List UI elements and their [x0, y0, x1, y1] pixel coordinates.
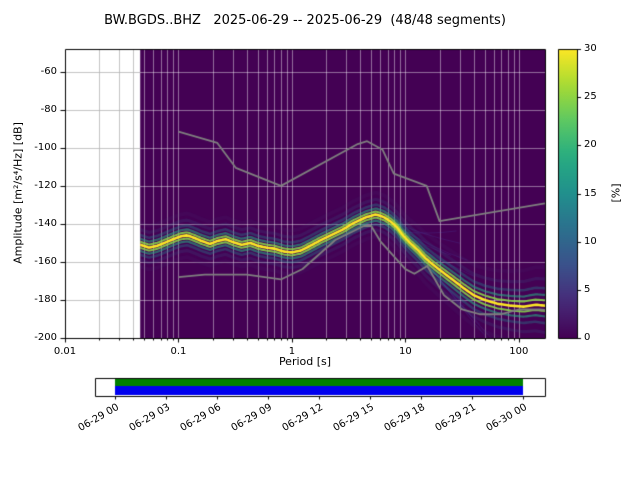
x-tick-label: 0.1 [170, 346, 187, 357]
colorbar-tick-label: 0 [584, 332, 591, 343]
y-tick-label: -60 [40, 65, 57, 77]
chart-title: BW.BGDS..BHZ 2025-06-29 -- 2025-06-29 (4… [104, 13, 506, 28]
colorbar-tick-label: 10 [584, 235, 597, 247]
colorbar-tick-label: 30 [584, 43, 597, 54]
colorbar-tick-label: 20 [584, 139, 597, 151]
colorbar-tick-label: 5 [584, 283, 591, 295]
x-tick-label: 100 [509, 346, 529, 357]
colorbar-tick-label: 25 [584, 91, 597, 103]
y-tick-label: -200 [34, 332, 57, 343]
y-tick-label: -180 [34, 293, 57, 305]
x-tick-label: 10 [399, 346, 412, 357]
colorbar-label: [%] [609, 183, 623, 203]
y-tick-label: -120 [34, 179, 57, 191]
y-tick-label: -80 [40, 103, 57, 115]
y-tick-label: -140 [34, 217, 57, 229]
x-tick-label: 1 [288, 346, 296, 357]
y-tick-label: -100 [34, 141, 57, 153]
y-tick-label: -160 [34, 255, 57, 267]
x-axis-label: Period [s] [278, 355, 332, 368]
colorbar-tick-label: 15 [584, 187, 597, 199]
x-tick-label: 0.01 [53, 346, 77, 357]
